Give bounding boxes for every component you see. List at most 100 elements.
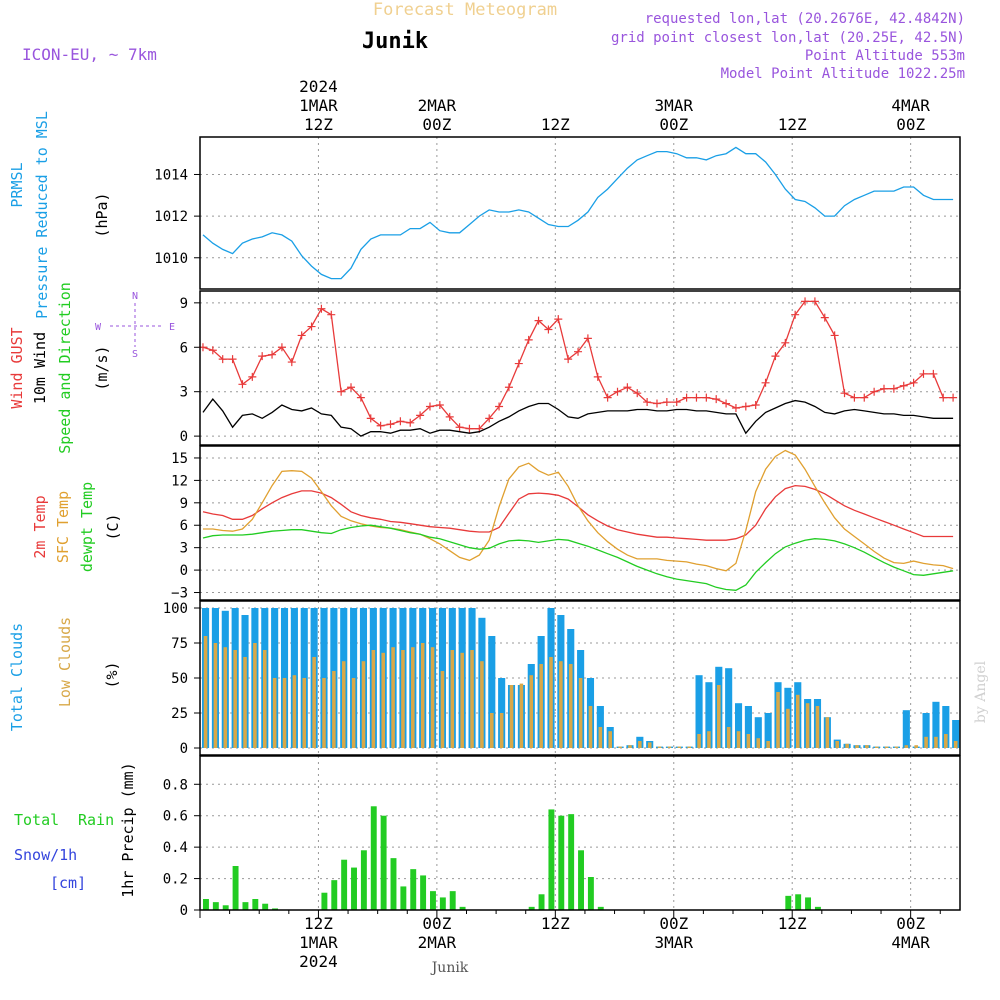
total-cloud-bar [705, 682, 713, 748]
precip-ytick-label: 0 [180, 903, 188, 919]
snow-label: Snow/1h [14, 846, 77, 864]
low-cloud-bar [944, 734, 948, 748]
gust-marker [297, 331, 306, 340]
bottom-time-label: 00Z [659, 914, 688, 933]
low-cloud-bar [272, 678, 277, 748]
gust-marker [810, 297, 819, 306]
low-cloud-bar [490, 713, 494, 748]
gust-marker [613, 387, 622, 396]
low-cloud-bar [756, 738, 761, 748]
low-cloud-bar [519, 683, 524, 748]
10m-wind-line [202, 398, 954, 437]
t2m-label: 2m Temp [31, 495, 49, 558]
low-cloud-bar [243, 657, 247, 748]
pressure-ytick-label: 1012 [154, 209, 188, 225]
rain-bar [351, 867, 357, 910]
gust-marker [801, 297, 810, 306]
top-time-label: 4MAR [891, 96, 930, 115]
cloud-panel: 0 25 50 75 100 [163, 600, 961, 757]
low-cloud-bar [845, 743, 849, 748]
gust-marker [337, 387, 346, 396]
temp-ytick-label: 15 [171, 451, 188, 467]
low-cloud-bar [420, 643, 425, 748]
bottom-time-label: 00Z [422, 914, 451, 933]
total-cloud-bar [488, 636, 496, 748]
rain-bar [222, 905, 229, 910]
gust-marker [652, 399, 661, 408]
model-altitude: Model Point Altitude 1022.25m [721, 66, 965, 82]
rain-bar [420, 875, 427, 910]
gust-marker [682, 393, 691, 402]
wind-ytick-label: 9 [180, 296, 188, 312]
gust-marker [248, 372, 257, 381]
gust-marker [495, 402, 504, 411]
total-cloud-bar [932, 701, 940, 748]
gust-marker [504, 383, 513, 392]
temp-ytick-label: 12 [171, 473, 188, 489]
low-cloud-bar [401, 650, 405, 748]
gust-marker [307, 322, 316, 331]
cloud-ytick-label: 50 [171, 671, 188, 687]
location-title: Junik [362, 29, 428, 54]
low-cloud-bar [322, 678, 326, 748]
watermark: by Angel [973, 660, 989, 723]
rain-bar [360, 850, 367, 910]
gust-marker [781, 338, 790, 347]
low-cloud-bar [302, 678, 307, 748]
gust-marker [603, 393, 612, 402]
rain-bar [430, 891, 436, 910]
low-cloud-bar [371, 650, 376, 748]
gust-marker [702, 393, 711, 402]
temp-axis-labels: 2m Temp SFC Temp dewpt Temp (C) [31, 482, 122, 572]
rain-bar [459, 906, 466, 910]
low-cloud-bar [707, 731, 711, 748]
top-time-label: 00Z [896, 115, 925, 134]
rain-label-total: Total [14, 811, 59, 829]
bottom-time-label: 00Z [896, 914, 925, 933]
low-cloud-bar [568, 664, 573, 748]
gust-marker [593, 372, 602, 381]
rain-bar [558, 815, 565, 910]
total-cloud-bar [922, 713, 930, 748]
low-cloud-bar [539, 664, 543, 748]
gust-marker [356, 393, 365, 402]
rain-bar [262, 903, 269, 910]
gust-marker [751, 401, 760, 410]
gust-marker [445, 412, 454, 421]
precip-unit: 1hr Precip (mm) [119, 762, 137, 897]
rain-bar [439, 897, 446, 910]
low-cloud-bar [687, 746, 691, 748]
total-cloud-bar [952, 720, 960, 748]
wind-unit: (m/s) [93, 345, 111, 390]
low-cloud-bar [460, 652, 464, 748]
total-cloud-bar [725, 668, 733, 748]
low-cloud-bar [726, 727, 731, 748]
gust-marker [376, 421, 385, 430]
bottom-time-label: 3MAR [655, 933, 694, 952]
low-cloud-bar [223, 647, 228, 748]
gust-marker [534, 316, 543, 325]
gust-marker [939, 393, 948, 402]
temp-ytick-label: −3 [171, 586, 188, 602]
bottom-time-label: 2MAR [418, 933, 457, 952]
low-cloud-bar [835, 741, 840, 748]
precip-ytick-label: 0.8 [163, 777, 188, 793]
gust-marker [465, 424, 474, 433]
pressure-unit: (hPa) [93, 192, 111, 237]
low-cloud-bar [805, 703, 810, 748]
low-cloud-bar [233, 650, 237, 748]
sfc-temp-line [203, 449, 954, 572]
low-cloud-bar [411, 647, 415, 748]
gust-marker [722, 399, 731, 408]
top-time-label: 2024 [299, 77, 338, 96]
low-cloud-bar [598, 727, 603, 748]
compass-west: W [95, 322, 102, 333]
low-cloud-bar [894, 746, 899, 748]
gust-marker [919, 369, 928, 378]
pressure-panel: 1010 1012 1014 [154, 136, 961, 290]
rain-bar [528, 906, 535, 910]
gust-marker [672, 398, 681, 407]
low-cloud-bar [628, 745, 632, 748]
temp-ytick-label: 3 [180, 541, 188, 557]
low-cloud-bar [341, 661, 346, 748]
